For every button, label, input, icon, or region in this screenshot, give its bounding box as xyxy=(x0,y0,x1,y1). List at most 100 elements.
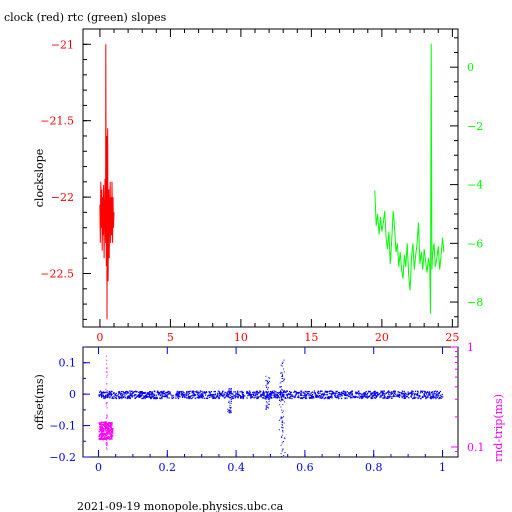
offset-point xyxy=(362,392,364,395)
offset-point xyxy=(164,395,166,397)
rndtrip-point xyxy=(111,424,113,426)
offset-point xyxy=(124,392,126,394)
offset-point xyxy=(358,390,360,392)
offset-outlier-point xyxy=(268,377,270,379)
offset-point xyxy=(322,395,325,397)
offset-point xyxy=(125,390,128,393)
offset-point xyxy=(103,392,105,394)
offset-point xyxy=(310,395,313,397)
offset-point xyxy=(98,395,100,397)
offset-point xyxy=(253,397,255,399)
offset-point xyxy=(300,397,302,399)
offset-point xyxy=(129,395,131,397)
offset-point xyxy=(198,395,200,397)
offset-point xyxy=(433,396,436,398)
offset-point xyxy=(417,393,419,395)
offset-point xyxy=(241,392,243,394)
offset-point xyxy=(171,397,173,399)
offset-point xyxy=(374,393,376,395)
offset-point xyxy=(139,391,141,393)
offset-point xyxy=(394,390,396,392)
offset-point xyxy=(133,395,135,397)
offset-point xyxy=(294,395,296,397)
offset-point xyxy=(253,394,255,397)
offset-point xyxy=(160,396,163,398)
offset-point xyxy=(390,397,393,399)
offset-point xyxy=(209,395,212,397)
offset-point xyxy=(131,394,133,397)
offset-point xyxy=(408,397,410,399)
offset-point xyxy=(196,390,198,392)
offset-point xyxy=(198,393,200,395)
offset-point xyxy=(231,395,233,398)
offset-x-tick-label: 0.8 xyxy=(365,461,383,474)
offset-point xyxy=(401,396,403,399)
offset-point xyxy=(276,392,278,394)
offset-point xyxy=(305,394,308,397)
offset-point xyxy=(317,396,320,398)
offset-outlier-point xyxy=(230,410,232,412)
slopes-series xyxy=(99,43,445,320)
rndtrip-point xyxy=(108,427,110,430)
offset-point xyxy=(313,390,316,392)
rndtrip-point xyxy=(106,425,108,427)
offset-point xyxy=(373,396,375,399)
offset-point xyxy=(316,394,318,397)
offset-point xyxy=(289,394,291,396)
offset-point xyxy=(424,395,426,397)
offset-point xyxy=(375,394,377,396)
offset-point xyxy=(256,390,258,393)
offset-point xyxy=(349,391,351,393)
offset-point xyxy=(328,390,330,393)
offset-point xyxy=(269,395,271,398)
rndtrip-spike-point xyxy=(106,402,108,404)
offset-point xyxy=(244,395,246,397)
offset-point xyxy=(242,397,244,400)
offset-point xyxy=(175,397,177,399)
offset-point xyxy=(111,396,114,398)
offset-point xyxy=(188,396,190,398)
offset-point xyxy=(151,392,154,394)
offset-point xyxy=(197,396,199,398)
offset-outlier-point xyxy=(281,436,283,438)
offset-point xyxy=(436,390,438,392)
rndtrip-point xyxy=(112,429,114,431)
rndtrip-point xyxy=(103,428,105,430)
offset-point xyxy=(250,396,252,398)
offset-point xyxy=(183,392,185,394)
offset-point xyxy=(403,397,405,399)
offset-point xyxy=(280,394,282,396)
offset-point xyxy=(129,390,131,392)
rndtrip-spike-point xyxy=(106,374,108,376)
offset-point xyxy=(191,392,193,394)
offset-point xyxy=(248,390,251,392)
offset-point xyxy=(334,392,336,394)
offset-point xyxy=(283,391,285,393)
offset-point xyxy=(424,392,426,394)
offset-point xyxy=(145,396,147,398)
rndtrip-point xyxy=(111,436,113,439)
offset-point xyxy=(311,391,313,393)
offset-point xyxy=(248,394,250,396)
offset-point xyxy=(131,393,133,395)
rndtrip-point xyxy=(109,429,111,431)
offset-outlier-point xyxy=(281,434,283,436)
offset-point xyxy=(265,397,267,399)
offset-point xyxy=(322,396,324,398)
offset-point xyxy=(144,392,146,394)
offset-point xyxy=(101,391,103,393)
rndtrip-point xyxy=(110,426,112,428)
offset-outlier-point xyxy=(266,383,268,385)
offset-y-tick-label: −0.2 xyxy=(49,451,76,464)
offset-point xyxy=(118,396,120,398)
footer-caption: 2021-09-19 monopole.physics.ubc.ca xyxy=(77,500,284,512)
offset-point xyxy=(356,392,358,394)
offset-point xyxy=(293,396,295,398)
rndtrip-point xyxy=(98,434,100,436)
rndtrip-point xyxy=(110,422,112,424)
offset-point xyxy=(321,397,324,399)
offset-point xyxy=(410,392,412,394)
offset-outlier-point xyxy=(229,388,231,390)
offset-point xyxy=(106,396,109,398)
offset-point xyxy=(337,395,339,397)
